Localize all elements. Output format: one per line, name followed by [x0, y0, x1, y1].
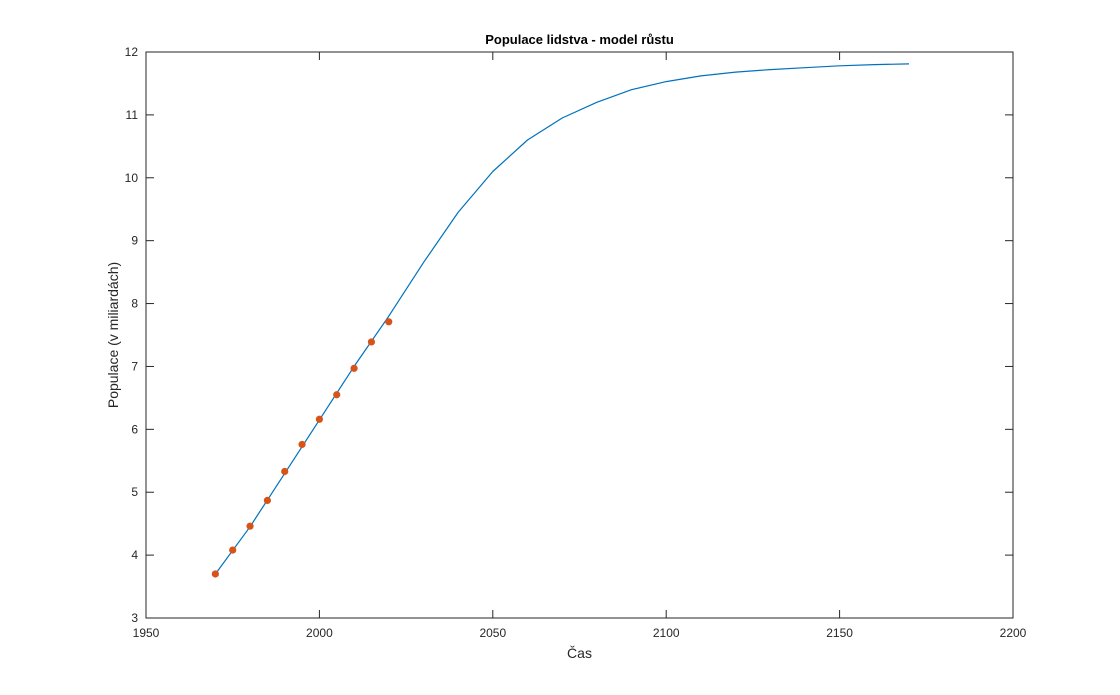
x-axis-label: Čas	[567, 645, 592, 661]
x-tick-label: 2100	[653, 626, 680, 640]
y-tick-label: 5	[131, 485, 138, 499]
y-tick-label: 3	[131, 611, 138, 625]
data-point	[350, 364, 358, 372]
y-tick-label: 9	[131, 234, 138, 248]
x-tick-label: 2200	[1000, 626, 1027, 640]
y-tick-label: 11	[126, 108, 139, 122]
x-tick-label: 2000	[306, 626, 333, 640]
data-point	[281, 467, 289, 476]
y-tick-label: 8	[131, 297, 138, 311]
data-point	[246, 522, 254, 530]
model-curve	[214, 63, 910, 575]
data-point	[385, 318, 393, 326]
x-tick-label: 2050	[479, 626, 506, 640]
y-tick-label: 12	[125, 45, 139, 59]
plot-area	[145, 51, 1014, 619]
series-layer	[211, 63, 910, 578]
y-axis-label: Populace (v miliardách)	[105, 262, 121, 408]
y-tick-label: 4	[131, 548, 138, 562]
data-point	[333, 391, 341, 399]
data-point	[298, 440, 306, 449]
x-tick-label: 1950	[133, 626, 160, 640]
y-tick-label: 10	[125, 171, 139, 185]
data-point	[263, 496, 271, 504]
y-tick-label: 7	[131, 359, 138, 373]
chart-title: Populace lidstva - model růstu	[485, 32, 674, 47]
y-tick-label: 6	[131, 422, 138, 436]
data-point	[367, 338, 376, 346]
data-point	[315, 415, 323, 423]
data-point	[211, 570, 219, 578]
data-point	[229, 546, 237, 554]
x-tick-label: 2150	[826, 626, 853, 640]
ticks: 1950 2000 2050 2100 2150 2200 3 4 5 6 7 8 9 10 11 12	[125, 45, 1027, 640]
